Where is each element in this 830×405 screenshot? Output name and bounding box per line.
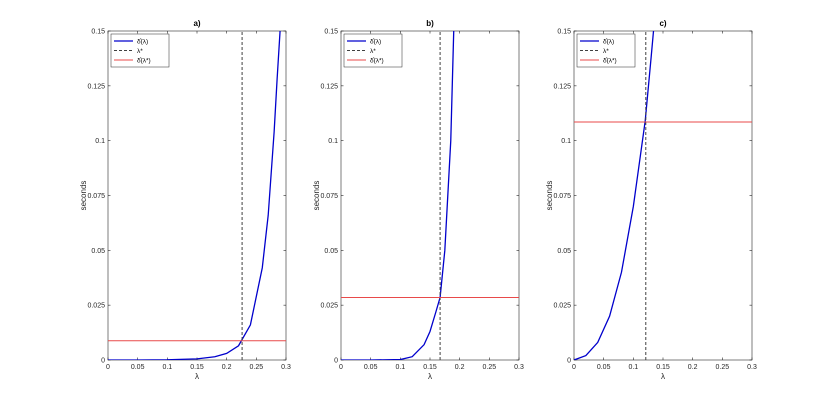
y-tick-label: 0.15 <box>557 29 571 36</box>
legend-label: λ* <box>370 48 376 55</box>
y-tick-label: 0.125 <box>320 83 338 90</box>
x-tick-label: 0.25 <box>250 364 264 371</box>
legend-label: δ̂(λ*) <box>603 57 617 64</box>
x-axis-label: λ <box>661 372 665 381</box>
legend-label: δ̂(λ*) <box>370 57 384 64</box>
legend: δ̂(λ) λ* δ̂(λ*) <box>576 33 636 68</box>
x-tick-label: 0.05 <box>597 364 611 371</box>
x-tick-label: 0.15 <box>190 364 204 371</box>
y-tick-label: 0.075 <box>87 193 105 200</box>
legend-label: δ̂(λ) <box>137 38 148 45</box>
y-tick-label: 0.1 <box>561 138 571 145</box>
legend-label: δ̂(λ) <box>603 38 614 45</box>
chart-title: c) <box>659 19 666 28</box>
y-tick-label: 0.05 <box>324 248 338 255</box>
curve-line <box>108 31 281 360</box>
y-tick-label: 0.075 <box>553 193 571 200</box>
curve-line <box>574 31 655 360</box>
x-tick-label: 0.1 <box>162 364 172 371</box>
plot-area <box>107 30 287 361</box>
x-tick-label: 0.3 <box>747 364 757 371</box>
chart-title: b) <box>426 19 434 28</box>
y-tick-label: 0.025 <box>87 303 105 310</box>
y-tick-label: 0.1 <box>95 138 105 145</box>
y-tick-label: 0 <box>334 358 338 365</box>
chart-panel-3: 0 0.05 0.1 0.15 0.2 0.25 0.3 0 0.025 0.05 0.075 0.1… <box>545 19 757 381</box>
x-tick-label: 0 <box>106 364 110 371</box>
chart-panel-2: 0 0.05 0.1 0.15 0.2 0.25 0.3 0 0.025 0.05 0.075 0.1… <box>312 19 524 381</box>
x-tick-label: 0.25 <box>483 364 497 371</box>
series-group <box>574 31 752 360</box>
x-axis-label: λ <box>428 372 432 381</box>
curve-line <box>341 31 455 360</box>
y-tick-label: 0.125 <box>87 83 105 90</box>
legend-label: δ̂(λ) <box>370 38 381 45</box>
y-tick-label: 0.075 <box>320 193 338 200</box>
y-axis-label: seconds <box>545 181 554 211</box>
y-tick-label: 0.125 <box>553 83 571 90</box>
chart-panel-1: 0 0.05 0.1 0.15 0.2 0.25 0.3 0 0.025 0.05 0.075 0.1… <box>79 19 291 381</box>
x-tick-label: 0.05 <box>131 364 145 371</box>
x-tick-label: 0.1 <box>395 364 405 371</box>
x-tick-label: 0.15 <box>656 364 670 371</box>
y-tick-label: 0.025 <box>553 303 571 310</box>
y-tick-label: 0.1 <box>328 138 338 145</box>
x-tick-label: 0.3 <box>514 364 524 371</box>
y-tick-label: 0 <box>567 358 571 365</box>
x-tick-label: 0 <box>339 364 343 371</box>
series-group <box>108 31 286 360</box>
x-tick-label: 0.2 <box>222 364 232 371</box>
legend: δ̂(λ) λ* δ̂(λ*) <box>343 33 403 68</box>
x-tick-label: 0.15 <box>423 364 437 371</box>
y-tick-label: 0.05 <box>557 248 571 255</box>
series-group <box>341 31 519 360</box>
legend-label: δ̂(λ*) <box>137 57 151 64</box>
y-tick-label: 0.05 <box>91 248 105 255</box>
legend: δ̂(λ) λ* δ̂(λ*) <box>110 33 170 68</box>
x-tick-label: 0.05 <box>364 364 378 371</box>
y-axis-label: seconds <box>312 181 321 211</box>
x-tick-label: 0.1 <box>628 364 638 371</box>
legend-label: λ* <box>603 48 609 55</box>
x-tick-label: 0.3 <box>281 364 291 371</box>
x-tick-label: 0.2 <box>455 364 465 371</box>
x-tick-label: 0.2 <box>688 364 698 371</box>
x-tick-label: 0 <box>572 364 576 371</box>
y-axis-label: seconds <box>79 181 88 211</box>
plot-area <box>340 30 520 361</box>
plot-area <box>573 30 753 361</box>
chart-title: a) <box>193 19 200 28</box>
y-tick-label: 0 <box>101 358 105 365</box>
y-tick-label: 0.025 <box>320 303 338 310</box>
legend-label: λ* <box>137 48 143 55</box>
x-axis-label: λ <box>195 372 199 381</box>
y-tick-label: 0.15 <box>324 29 338 36</box>
x-tick-label: 0.25 <box>716 364 730 371</box>
y-tick-label: 0.15 <box>91 29 105 36</box>
